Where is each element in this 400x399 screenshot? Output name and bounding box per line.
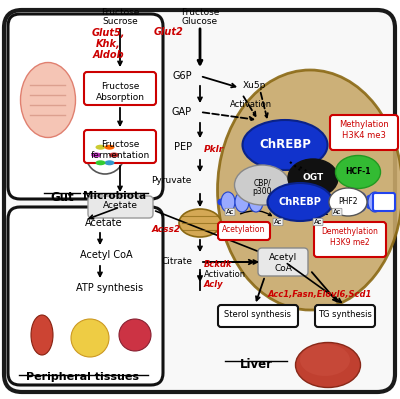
FancyBboxPatch shape bbox=[315, 305, 375, 327]
Ellipse shape bbox=[119, 319, 151, 351]
Ellipse shape bbox=[71, 319, 109, 357]
Text: Fructose: Fructose bbox=[101, 8, 139, 17]
FancyBboxPatch shape bbox=[330, 115, 398, 150]
Text: OGT: OGT bbox=[302, 174, 324, 182]
Text: Sucrose: Sucrose bbox=[102, 17, 138, 26]
Text: Pyruvate: Pyruvate bbox=[152, 176, 192, 185]
Ellipse shape bbox=[353, 192, 367, 212]
Text: Acetyl CoA: Acetyl CoA bbox=[80, 250, 133, 260]
Text: Absorption: Absorption bbox=[96, 93, 144, 102]
Text: Citrate: Citrate bbox=[161, 257, 192, 266]
Text: Microbiota: Microbiota bbox=[84, 191, 146, 201]
Ellipse shape bbox=[288, 159, 338, 197]
Ellipse shape bbox=[104, 160, 114, 165]
Text: ChREBP: ChREBP bbox=[259, 138, 311, 152]
Ellipse shape bbox=[221, 192, 235, 212]
Text: Fructose: Fructose bbox=[101, 140, 139, 149]
Text: Glut5,: Glut5, bbox=[91, 28, 125, 38]
Text: Gut: Gut bbox=[50, 191, 74, 204]
Ellipse shape bbox=[31, 315, 53, 355]
Text: Acetate: Acetate bbox=[85, 218, 123, 228]
Ellipse shape bbox=[296, 342, 360, 387]
Ellipse shape bbox=[235, 192, 249, 212]
FancyBboxPatch shape bbox=[373, 193, 395, 211]
Ellipse shape bbox=[300, 344, 350, 376]
Text: Peripheral tissues: Peripheral tissues bbox=[26, 372, 140, 382]
Text: Acss2: Acss2 bbox=[152, 225, 181, 234]
FancyBboxPatch shape bbox=[8, 207, 163, 385]
Text: Ac: Ac bbox=[274, 219, 282, 225]
Text: CBP/: CBP/ bbox=[253, 178, 271, 188]
Text: CoA: CoA bbox=[274, 264, 292, 273]
Ellipse shape bbox=[249, 192, 263, 212]
Text: TG synthesis: TG synthesis bbox=[318, 310, 372, 319]
FancyBboxPatch shape bbox=[314, 222, 386, 257]
Text: Khk,: Khk, bbox=[96, 39, 120, 49]
Text: Sterol synthesis: Sterol synthesis bbox=[224, 310, 292, 319]
Text: Acetylation: Acetylation bbox=[222, 225, 266, 234]
FancyBboxPatch shape bbox=[84, 130, 156, 163]
Text: Demethylation: Demethylation bbox=[322, 227, 378, 236]
Text: Acc1,Fasn,Elovl6,Scd1: Acc1,Fasn,Elovl6,Scd1 bbox=[268, 290, 372, 299]
Text: Activation: Activation bbox=[230, 100, 272, 109]
Text: Fructose: Fructose bbox=[101, 82, 139, 91]
Ellipse shape bbox=[91, 152, 101, 158]
Text: ChREBP: ChREBP bbox=[278, 197, 322, 207]
Ellipse shape bbox=[368, 192, 382, 212]
Text: Glut2: Glut2 bbox=[153, 27, 183, 37]
Text: Ac: Ac bbox=[314, 219, 322, 225]
Text: Ac: Ac bbox=[226, 209, 234, 215]
Text: fermentation: fermentation bbox=[90, 151, 150, 160]
Text: Fructose: Fructose bbox=[181, 8, 219, 17]
Ellipse shape bbox=[338, 192, 352, 212]
FancyBboxPatch shape bbox=[84, 72, 156, 105]
Text: p300: p300 bbox=[252, 188, 272, 196]
Text: H3K4 me3: H3K4 me3 bbox=[342, 131, 386, 140]
Text: Ac: Ac bbox=[333, 209, 341, 215]
Text: Bckdk: Bckdk bbox=[204, 260, 233, 269]
Ellipse shape bbox=[268, 183, 332, 221]
Text: H3K9 me2: H3K9 me2 bbox=[330, 238, 370, 247]
Ellipse shape bbox=[96, 145, 106, 150]
FancyBboxPatch shape bbox=[88, 196, 153, 218]
Ellipse shape bbox=[109, 152, 119, 158]
Ellipse shape bbox=[104, 145, 114, 150]
Ellipse shape bbox=[242, 120, 328, 170]
Ellipse shape bbox=[20, 63, 76, 138]
Text: Methylation: Methylation bbox=[339, 120, 389, 129]
Ellipse shape bbox=[179, 209, 221, 237]
Ellipse shape bbox=[86, 136, 124, 174]
FancyBboxPatch shape bbox=[258, 248, 308, 276]
Text: G6P: G6P bbox=[172, 71, 192, 81]
Text: Glucose: Glucose bbox=[182, 17, 218, 26]
Text: Pklr: Pklr bbox=[204, 145, 224, 154]
Ellipse shape bbox=[329, 188, 367, 216]
Text: Acetyl: Acetyl bbox=[269, 253, 297, 262]
Text: PEP: PEP bbox=[174, 142, 192, 152]
Text: HCF-1: HCF-1 bbox=[345, 168, 371, 176]
Text: GAP: GAP bbox=[172, 107, 192, 117]
FancyBboxPatch shape bbox=[218, 305, 298, 327]
FancyBboxPatch shape bbox=[4, 10, 395, 392]
Text: Aldob: Aldob bbox=[92, 50, 124, 60]
Ellipse shape bbox=[336, 156, 380, 188]
Text: Xu5p: Xu5p bbox=[243, 81, 266, 90]
Text: Acetate: Acetate bbox=[102, 201, 138, 210]
Text: PHF2: PHF2 bbox=[338, 198, 358, 207]
Text: Liver: Liver bbox=[240, 358, 272, 371]
Ellipse shape bbox=[96, 160, 106, 165]
Ellipse shape bbox=[234, 165, 290, 205]
Text: ATP synthesis: ATP synthesis bbox=[76, 283, 143, 293]
FancyBboxPatch shape bbox=[8, 14, 163, 199]
FancyBboxPatch shape bbox=[218, 222, 270, 240]
Text: Activation: Activation bbox=[204, 270, 246, 279]
Ellipse shape bbox=[218, 70, 400, 310]
Text: Acly: Acly bbox=[204, 280, 224, 289]
